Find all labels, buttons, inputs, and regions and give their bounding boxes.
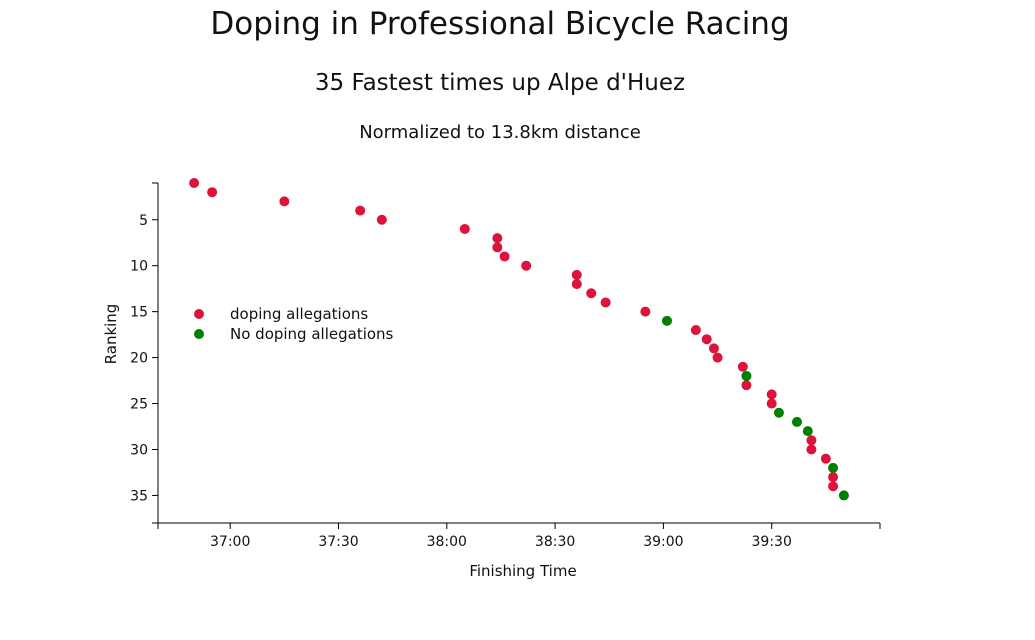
data-point: [708, 343, 719, 354]
y-tick-label: 5: [139, 213, 148, 229]
y-tick-label: 30: [130, 442, 148, 458]
data-point: [355, 205, 366, 216]
x-tick-label: 39:00: [643, 534, 683, 550]
data-point: [741, 380, 752, 391]
chart-title: Doping in Professional Bicycle Racing: [210, 6, 790, 42]
data-point: [459, 223, 470, 234]
data-point: [499, 251, 510, 262]
data-points: [189, 178, 849, 501]
x-tick-label: 37:00: [210, 534, 250, 550]
data-point: [189, 178, 200, 188]
data-point: [690, 325, 701, 336]
data-point: [521, 260, 532, 271]
data-point: [828, 472, 839, 483]
data-point: [279, 196, 290, 207]
axes: 37:00 37:30 38:00 38:30 39:00 39:30 5 10 15 20 25 3…: [130, 182, 881, 550]
data-point: [806, 444, 817, 455]
data-point: [820, 453, 831, 464]
data-point: [701, 334, 712, 345]
data-point: [662, 315, 673, 326]
data-point: [492, 233, 503, 244]
data-point: [376, 214, 387, 225]
legend-marker: [194, 329, 204, 339]
legend: doping allegations No doping allegations: [194, 305, 394, 343]
x-tick-label: 38:00: [427, 534, 467, 550]
x-tick-label: 39:30: [752, 534, 792, 550]
y-tick-label: 20: [130, 351, 148, 367]
x-tick-label: 37:30: [318, 534, 358, 550]
data-point: [640, 306, 651, 317]
y-tick-label: 25: [130, 397, 148, 413]
data-point: [791, 416, 802, 427]
chart-subtitle-secondary: Normalized to 13.8km distance: [359, 122, 641, 143]
data-point: [571, 279, 582, 290]
data-point: [571, 269, 582, 280]
data-point: [737, 361, 748, 372]
data-point: [207, 187, 218, 198]
x-axis-title: Finishing Time: [469, 562, 576, 580]
legend-label: No doping allegations: [230, 325, 394, 343]
y-tick-label: 10: [130, 259, 148, 275]
data-point: [828, 462, 839, 473]
chart-subtitle: 35 Fastest times up Alpe d'Huez: [314, 70, 686, 96]
data-point: [492, 242, 503, 253]
y-tick-label: 15: [130, 305, 148, 321]
legend-marker: [194, 309, 204, 319]
data-point: [838, 490, 849, 501]
data-point: [766, 389, 777, 400]
legend-label: doping allegations: [230, 305, 368, 323]
data-point: [766, 398, 777, 409]
data-point: [802, 426, 813, 437]
data-point: [741, 370, 752, 381]
data-point: [773, 407, 784, 418]
data-point: [586, 288, 597, 299]
y-tick-label: 35: [130, 488, 148, 504]
data-point: [712, 352, 723, 363]
x-tick-label: 38:30: [535, 534, 575, 550]
data-point: [806, 435, 817, 446]
data-point: [828, 481, 839, 492]
y-axis-title: Ranking: [102, 304, 120, 365]
data-point: [600, 297, 611, 308]
